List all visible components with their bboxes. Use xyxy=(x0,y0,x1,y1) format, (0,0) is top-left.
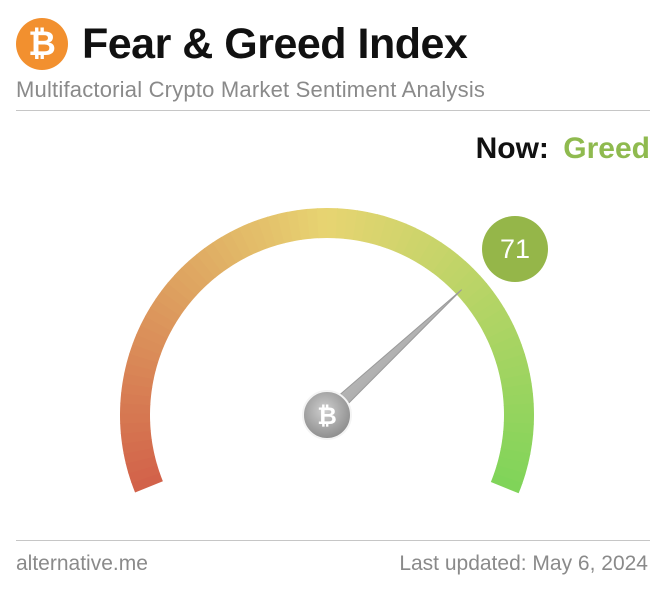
page-subtitle: Multifactorial Crypto Market Sentiment A… xyxy=(16,77,486,102)
page-title: Fear & Greed Index xyxy=(82,19,468,68)
gauge-arc-segment xyxy=(221,231,245,264)
gauge-arc-segment xyxy=(212,236,238,268)
gauge-arc-segment xyxy=(204,242,230,273)
gauge-arc-segment xyxy=(120,421,151,434)
gauge-arc-segment xyxy=(410,232,434,264)
gauge-arc-segment xyxy=(438,254,467,284)
bitcoin-icon: ₿ xyxy=(317,402,337,430)
gauge-arc-segment xyxy=(424,242,451,273)
gauge-arc-segment xyxy=(229,227,253,259)
gauge-arc-segment xyxy=(498,448,531,465)
gauge-arc-segment xyxy=(496,353,528,372)
gauge-arc-segment xyxy=(503,393,534,406)
gauge-arc-segment xyxy=(161,282,192,310)
gauge-arc-segment xyxy=(486,325,519,348)
gauge-arc-segment xyxy=(501,383,533,398)
gauge-arc-segment xyxy=(126,353,159,372)
gauge-arc-segment xyxy=(468,291,500,317)
gauge-arc-segment xyxy=(344,208,359,241)
gauge-arc-segment xyxy=(129,343,161,363)
gauge-arc-segment xyxy=(386,219,407,252)
gauge-arc-segment xyxy=(149,298,181,324)
footer-divider xyxy=(16,540,650,541)
gauge-arc-segment xyxy=(286,210,302,242)
gauge-arc-segment xyxy=(257,216,277,249)
gauge-arc-segment xyxy=(445,261,474,290)
gauge-arc-segment xyxy=(124,362,156,380)
gauge-arc-segment xyxy=(181,260,210,290)
gauge-arc-segment xyxy=(196,247,223,278)
gauge-arc-segment xyxy=(120,392,152,406)
gauge-arc-segment xyxy=(144,307,177,331)
header-divider xyxy=(16,110,650,111)
gauge-arc-segment xyxy=(188,254,216,284)
gauge-arc-segment xyxy=(136,324,168,347)
gauge-arc-segment xyxy=(457,275,488,303)
gauge-arc-segment xyxy=(482,316,515,340)
gauge-arc-segment xyxy=(352,210,368,242)
logo-glyph: ₿ xyxy=(28,24,56,64)
gauge-arc-segment xyxy=(121,438,154,454)
gauge-arc xyxy=(120,207,534,494)
gauge-arc-segment xyxy=(394,223,416,256)
gauge-arc-segment xyxy=(123,447,155,464)
gauge-arc-segment xyxy=(120,430,152,444)
gauge-arc-segment xyxy=(490,473,523,494)
gauge-arc-segment xyxy=(478,307,510,332)
gauge-arc-segment xyxy=(431,248,459,279)
current-status: Now: Greed xyxy=(476,132,650,166)
now-value: Greed xyxy=(563,132,650,165)
gauge-arc-segment xyxy=(473,299,505,324)
header: ₿ Fear & Greed Index xyxy=(16,18,468,70)
gauge-arc-segment xyxy=(451,268,481,297)
gauge-arc-segment xyxy=(500,373,532,389)
gauge-arc-segment xyxy=(267,213,285,246)
gauge-arc-segment xyxy=(131,472,163,493)
gauge-arc-segment xyxy=(276,211,294,244)
gauge-arc-segment xyxy=(121,382,153,397)
index-value: 71 xyxy=(499,233,531,264)
now-label: Now: xyxy=(475,132,549,165)
gauge-hub: ₿ xyxy=(302,390,352,440)
gauge-arc-segment xyxy=(174,267,203,296)
gauge-arc-segment xyxy=(335,208,349,239)
gauge-arc-segment xyxy=(128,464,160,484)
gauge-arc-segment xyxy=(125,455,158,474)
gauge-arc-segment xyxy=(361,211,378,244)
gauge-arc-segment xyxy=(378,216,398,249)
gauge-arc-segment xyxy=(490,334,522,356)
bitcoin-icon: ₿ xyxy=(16,18,68,70)
gauge-arc-segment xyxy=(369,214,388,246)
gauge-arc-segment xyxy=(155,290,186,317)
gauge-arc-segment xyxy=(502,430,534,445)
gauge-arc-segment xyxy=(402,227,425,260)
gauge-arc-segment xyxy=(248,219,269,252)
gauge-arc-segment xyxy=(417,237,443,269)
gauge-arc-segment xyxy=(140,315,172,339)
gauge-arc-segment xyxy=(463,283,494,310)
last-updated: Last updated: May 6, 2024 xyxy=(399,552,648,575)
gauge-arc-segment xyxy=(122,372,154,389)
gauge-arc-segment xyxy=(296,208,311,240)
gauge-arc-segment xyxy=(493,344,525,364)
value-bubble: 71 xyxy=(482,216,548,282)
gauge-arc-segment xyxy=(496,456,529,475)
gauge-arc-segment xyxy=(500,439,532,455)
gauge-arc-segment xyxy=(132,334,165,355)
gauge-arc-segment xyxy=(167,274,197,303)
source-link[interactable]: alternative.me xyxy=(16,552,148,575)
gauge-arc-segment xyxy=(503,422,534,435)
gauge-arc-segment xyxy=(498,363,530,381)
gauge-arc-segment xyxy=(238,223,261,255)
gauge-arc-segment xyxy=(493,464,526,484)
gauge-arc-segment xyxy=(306,208,320,239)
